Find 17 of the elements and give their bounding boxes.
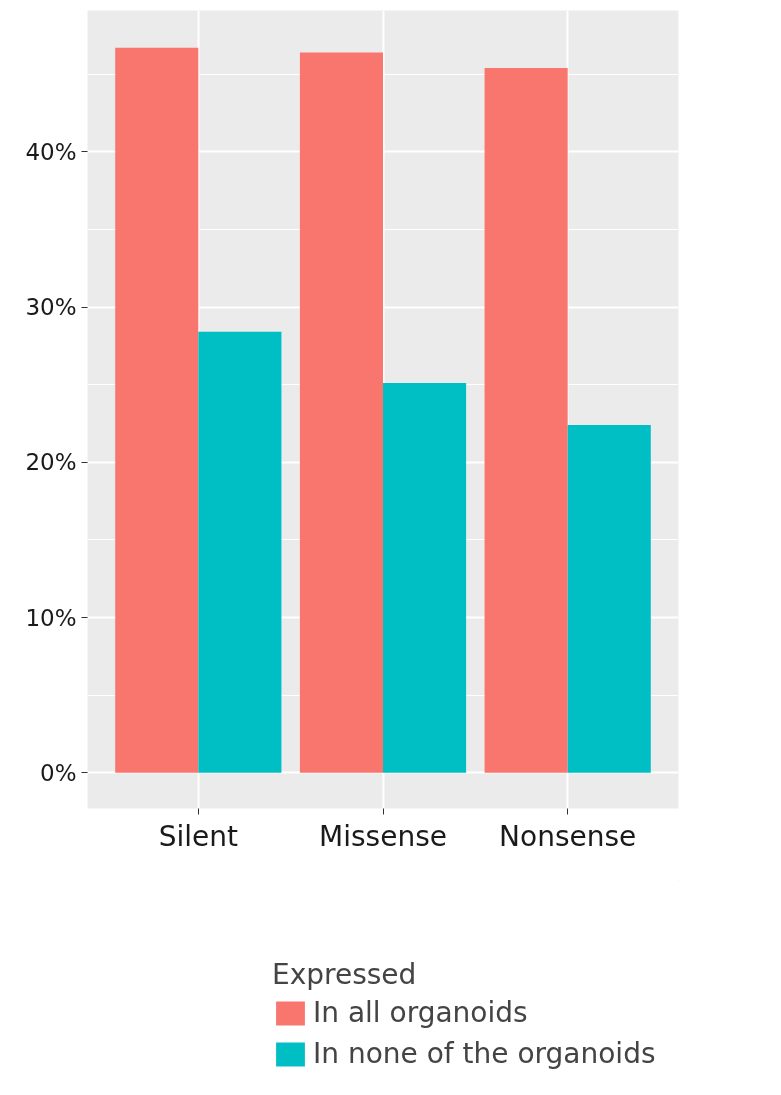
bar bbox=[115, 47, 199, 773]
bar bbox=[567, 425, 651, 773]
y-tick-label: 10% bbox=[25, 604, 77, 631]
y-tick-label: 0% bbox=[40, 759, 77, 786]
x-tick-label: Silent bbox=[158, 819, 238, 853]
bar bbox=[198, 331, 282, 773]
y-tick-label: 40% bbox=[25, 138, 77, 165]
bar bbox=[299, 52, 383, 773]
x-tick-label: Missense bbox=[319, 819, 447, 853]
y-tick-label: 20% bbox=[25, 449, 77, 476]
y-tick-label: 30% bbox=[25, 294, 77, 321]
legend-label: In none of the organoids bbox=[313, 1037, 656, 1070]
bar bbox=[484, 67, 568, 773]
x-tick-label: Nonsense bbox=[499, 819, 637, 853]
legend-title: Expressed bbox=[272, 958, 418, 991]
bar bbox=[383, 383, 467, 773]
legend-label: In all organoids bbox=[313, 996, 528, 1029]
